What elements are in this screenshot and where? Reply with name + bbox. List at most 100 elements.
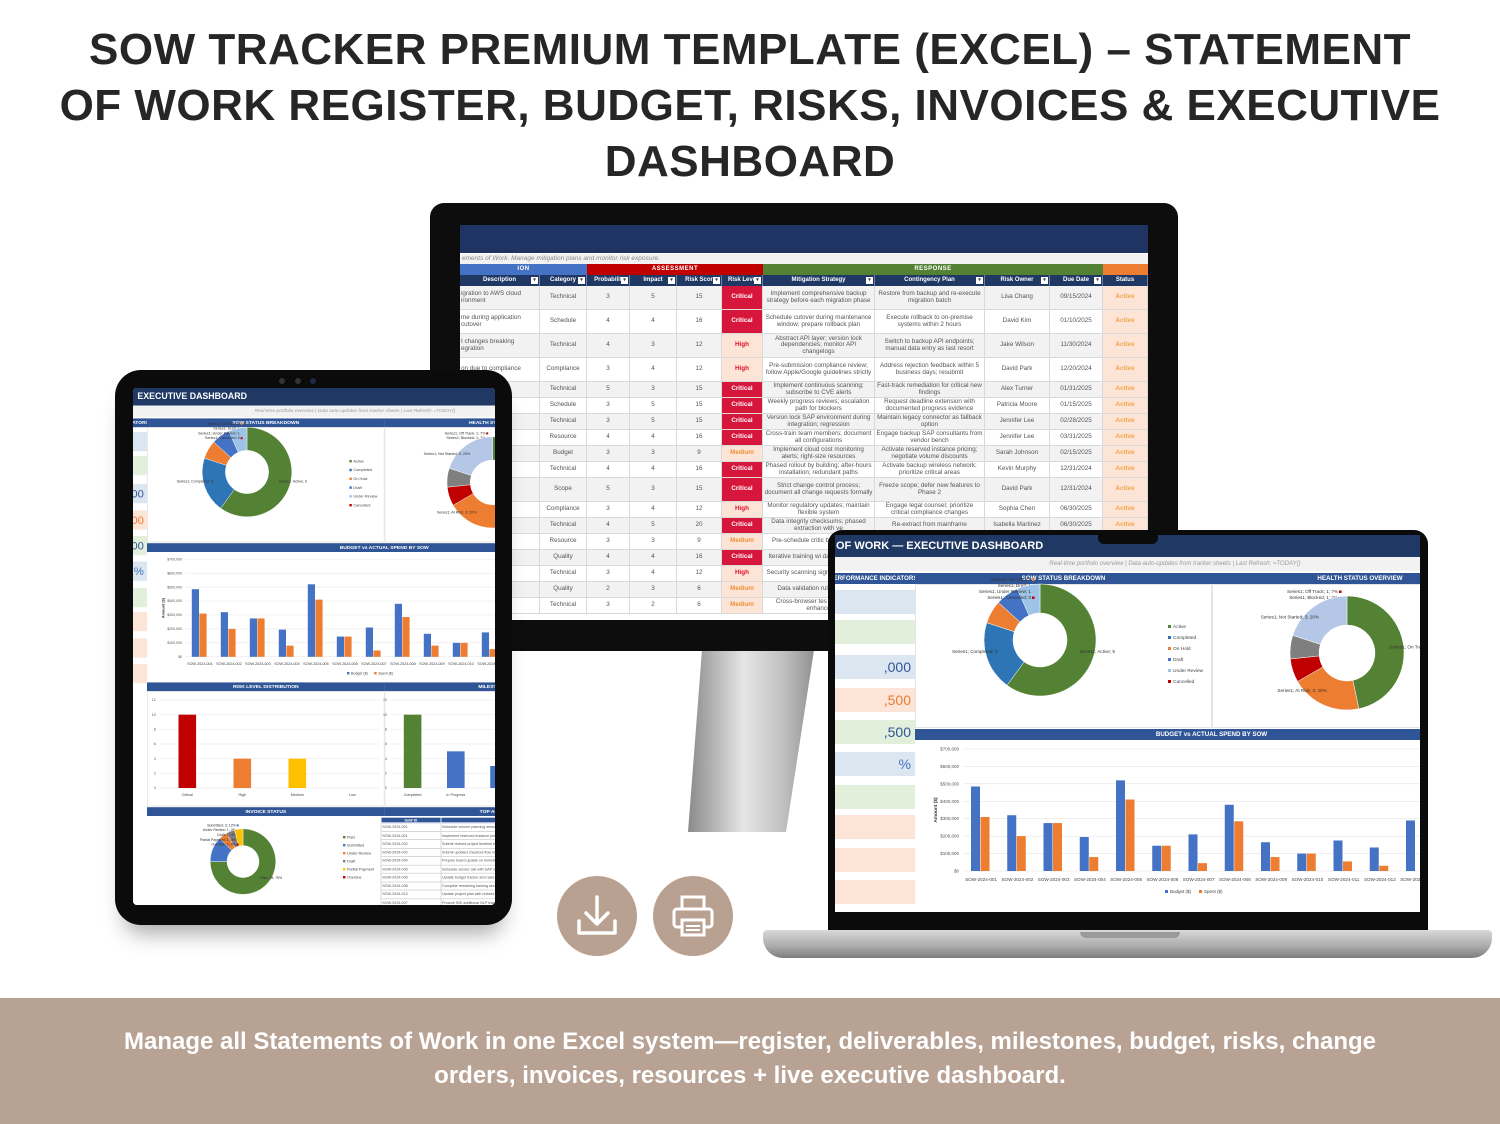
bar-spent[interactable]: [489, 649, 495, 657]
risk-description[interactable]: I changes breaking egration: [460, 334, 540, 358]
risk-impact[interactable]: 4: [630, 566, 677, 582]
contingency-plan[interactable]: Engage legal counsel; prioritize critica…: [875, 502, 985, 518]
risk-probability[interactable]: 5: [587, 478, 630, 502]
column-header[interactable]: Status: [1103, 275, 1148, 286]
risk-category[interactable]: Compliance: [540, 502, 587, 518]
print-button[interactable]: [653, 876, 733, 956]
column-header[interactable]: Category ▾: [540, 275, 587, 286]
risk-impact[interactable]: 5: [630, 414, 677, 430]
risk-level-badge[interactable]: Critical: [722, 478, 763, 502]
contingency-plan[interactable]: Engage backup SAP consultants from vendo…: [875, 430, 985, 446]
risk-impact[interactable]: 4: [630, 462, 677, 478]
risk-score[interactable]: 12: [677, 502, 722, 518]
risk-owner[interactable]: Patricia Moore: [985, 398, 1050, 414]
status-badge[interactable]: Active: [1103, 382, 1148, 398]
risk-owner[interactable]: Sophia Chen: [985, 502, 1050, 518]
risk-category[interactable]: Schedule: [540, 398, 587, 414]
bar-budget[interactable]: [249, 618, 257, 657]
contingency-plan[interactable]: Fast-track remediation for critical new …: [875, 382, 985, 398]
risk-category[interactable]: Schedule: [540, 310, 587, 334]
risk-level-badge[interactable]: Medium: [722, 582, 763, 598]
bar-spent[interactable]: [1306, 853, 1316, 871]
risk-impact[interactable]: 4: [630, 550, 677, 566]
risk-category[interactable]: Technical: [540, 462, 587, 478]
risk-impact[interactable]: 4: [630, 358, 677, 382]
bar-budget[interactable]: [1333, 840, 1343, 872]
bar-budget[interactable]: [191, 589, 199, 657]
risk-level-badge[interactable]: Critical: [722, 398, 763, 414]
contingency-plan[interactable]: Execute rollback to on-premise systems w…: [875, 310, 985, 334]
column-header[interactable]: Description ▾: [460, 275, 540, 286]
invoice-slice[interactable]: [209, 828, 276, 895]
risk-category[interactable]: Scope: [540, 478, 587, 502]
mitigation-strategy[interactable]: Abstract API layer; version lock depende…: [763, 334, 875, 358]
risk-probability[interactable]: 3: [587, 398, 630, 414]
bar-spent[interactable]: [402, 617, 410, 657]
risk-level-badge[interactable]: Critical: [722, 414, 763, 430]
column-header[interactable]: Risk Scor ▾: [677, 275, 722, 286]
filter-dropdown-icon[interactable]: ▾: [1041, 277, 1048, 284]
risk-probability[interactable]: 3: [587, 566, 630, 582]
due-date[interactable]: 01/15/2025: [1050, 398, 1103, 414]
risk-score[interactable]: 12: [677, 358, 722, 382]
bar-spent[interactable]: [1089, 857, 1099, 871]
risk-impact[interactable]: 5: [630, 518, 677, 534]
status-badge[interactable]: Active: [1103, 334, 1148, 358]
risk-probability[interactable]: 4: [587, 430, 630, 446]
due-date[interactable]: 11/30/2024: [1050, 334, 1103, 358]
status-badge[interactable]: Active: [1103, 478, 1148, 502]
risk-level-badge[interactable]: Critical: [722, 286, 763, 310]
bar-spent[interactable]: [431, 645, 439, 657]
risk-level-badge[interactable]: High: [722, 502, 763, 518]
risk-owner[interactable]: Lisa Chang: [985, 286, 1050, 310]
contingency-plan[interactable]: Freeze scope; defer new features to Phas…: [875, 478, 985, 502]
risk-impact[interactable]: 5: [630, 286, 677, 310]
contingency-plan[interactable]: Maintain legacy connector as fallback op…: [875, 414, 985, 430]
risk-probability[interactable]: 4: [587, 310, 630, 334]
risk-category[interactable]: Compliance: [540, 358, 587, 382]
health-slice[interactable]: [448, 436, 493, 476]
risk-probability[interactable]: 4: [587, 518, 630, 534]
risk-score[interactable]: 6: [677, 598, 722, 614]
risk-probability[interactable]: 3: [587, 534, 630, 550]
risk-probability[interactable]: 3: [587, 414, 630, 430]
bar-spent[interactable]: [199, 613, 207, 657]
health-slice[interactable]: [1292, 595, 1348, 645]
bar-spent[interactable]: [344, 636, 352, 657]
bar-budget[interactable]: [278, 629, 286, 657]
milestone-bar[interactable]: [403, 714, 422, 788]
risk-probability[interactable]: 4: [587, 334, 630, 358]
risk-category[interactable]: Technical: [540, 518, 587, 534]
bar-spent[interactable]: [1053, 823, 1062, 871]
bar-spent[interactable]: [460, 642, 468, 657]
due-date[interactable]: 09/15/2024: [1050, 286, 1103, 310]
bar-budget[interactable]: [1297, 853, 1307, 871]
risk-owner[interactable]: David Park: [985, 478, 1050, 502]
risk-category[interactable]: Resource: [540, 430, 587, 446]
column-header[interactable]: Probabilit ▾: [587, 275, 630, 286]
risk-probability[interactable]: 5: [587, 382, 630, 398]
risk-description[interactable]: igration to AWS cloud ironment: [460, 286, 540, 310]
status-badge[interactable]: Active: [1103, 358, 1148, 382]
bar-spent[interactable]: [286, 645, 294, 657]
bar-spent[interactable]: [1379, 865, 1389, 871]
risk-impact[interactable]: 2: [630, 598, 677, 614]
filter-dropdown-icon[interactable]: ▾: [578, 277, 585, 284]
risk-score[interactable]: 12: [677, 334, 722, 358]
bar-budget[interactable]: [336, 636, 344, 657]
bar-budget[interactable]: [1152, 845, 1162, 871]
bar-budget[interactable]: [1007, 815, 1017, 871]
risk-score[interactable]: 15: [677, 478, 722, 502]
filter-dropdown-icon[interactable]: ▾: [754, 277, 761, 284]
mitigation-strategy[interactable]: Implement continuous scanning; subscribe…: [763, 382, 875, 398]
download-button[interactable]: [557, 876, 637, 956]
risk-category[interactable]: Resource: [540, 534, 587, 550]
risk-impact[interactable]: 4: [630, 502, 677, 518]
risk-impact[interactable]: 3: [630, 478, 677, 502]
bar-spent[interactable]: [228, 628, 236, 657]
status-badge[interactable]: Active: [1103, 446, 1148, 462]
risk-probability[interactable]: 3: [587, 598, 630, 614]
status-badge[interactable]: Active: [1103, 310, 1148, 334]
bar-spent[interactable]: [1198, 863, 1207, 871]
risk-owner[interactable]: Jennifer Lee: [985, 414, 1050, 430]
